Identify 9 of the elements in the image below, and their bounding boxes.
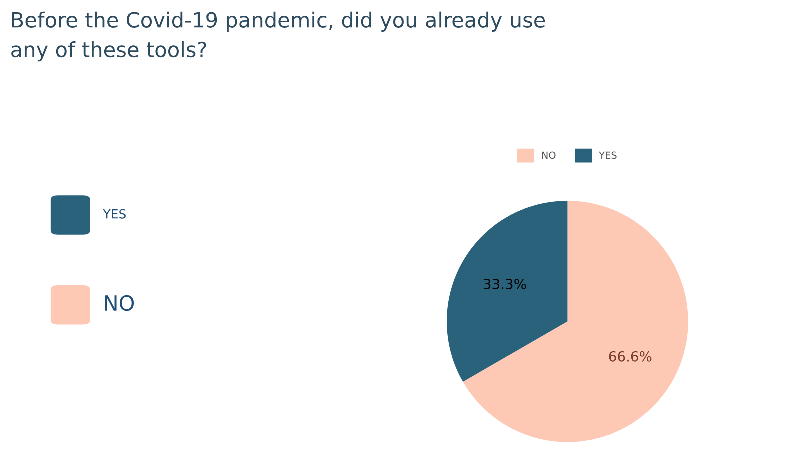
legend-label: YES [599,152,617,160]
category-label: YES [103,209,126,219]
data-label: 66.6% [609,351,652,362]
text: Before the Covid-19 pandemic, did you already use any of these tools? [12,12,546,62]
category-label: NO [105,295,134,312]
pie-slice [447,200,568,382]
data-label: 33.3% [484,278,526,290]
legend-label: NO [542,152,556,160]
pie-slice [463,200,688,442]
